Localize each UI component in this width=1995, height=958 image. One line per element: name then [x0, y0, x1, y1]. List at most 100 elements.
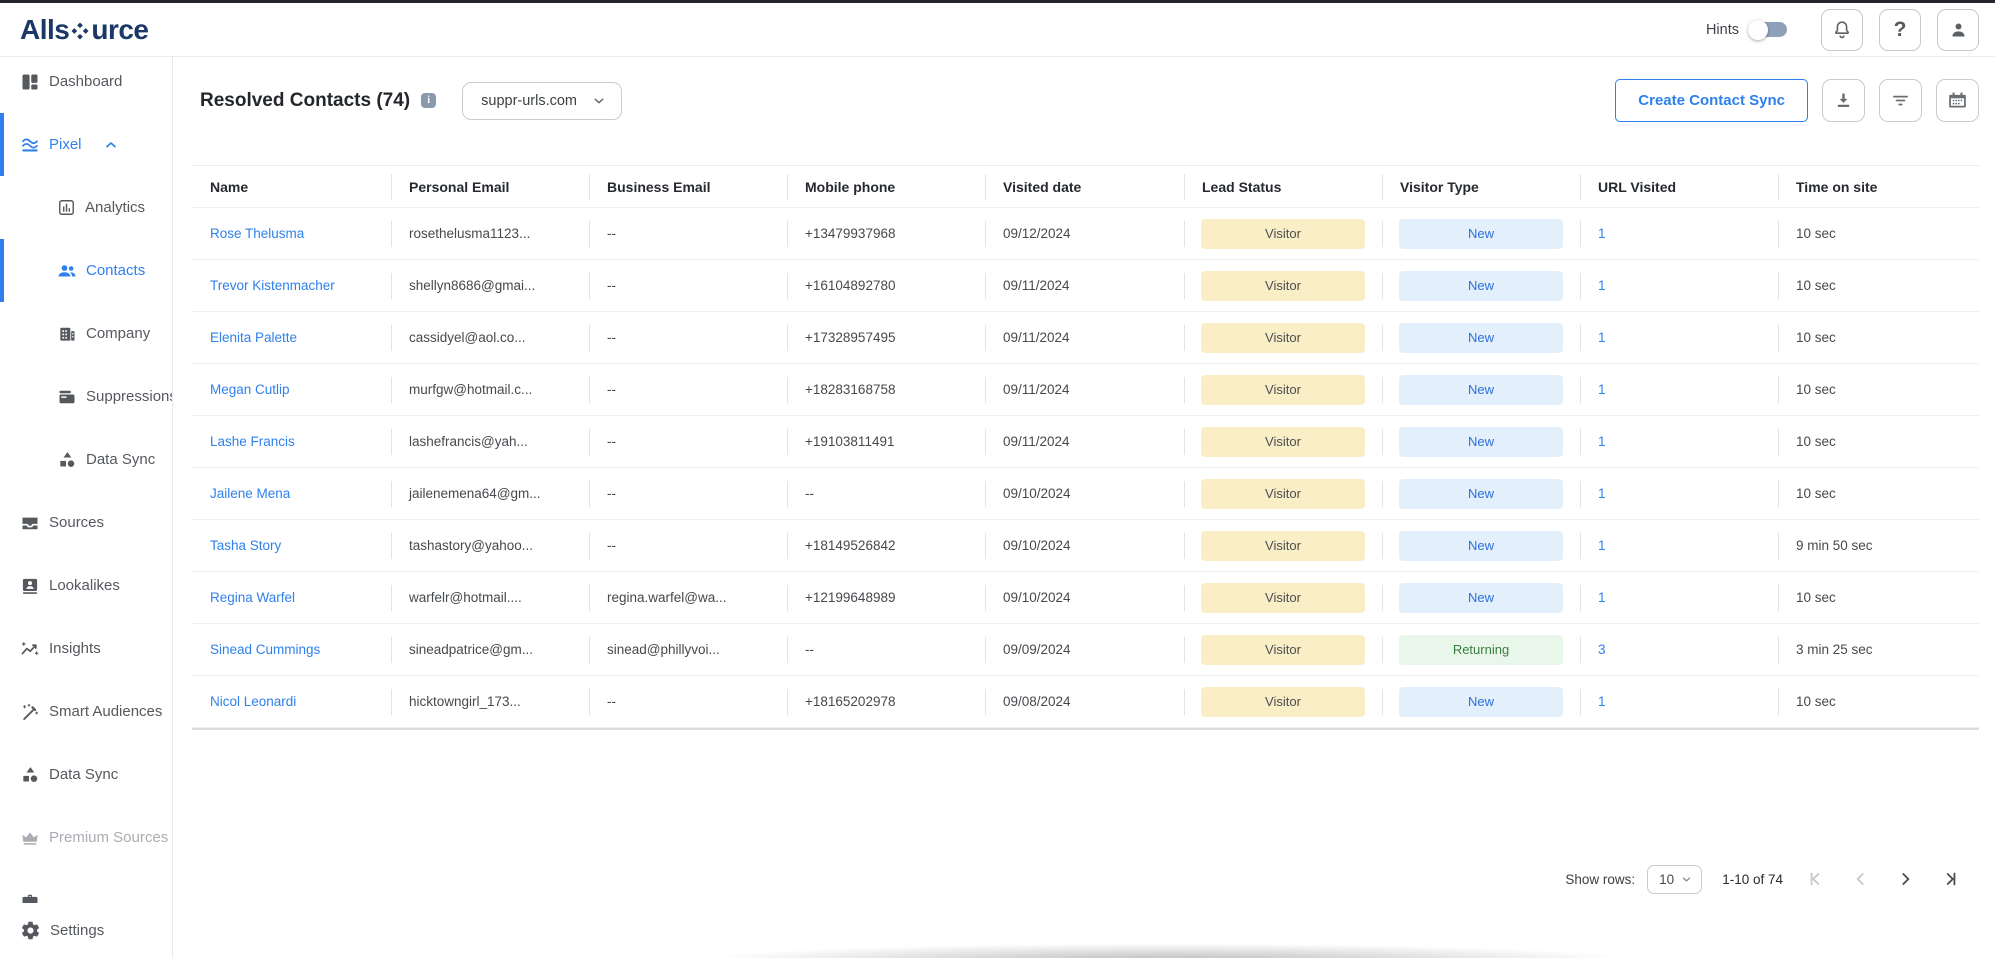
time-on-site-value: 9 min 50 sec	[1796, 538, 1873, 553]
visitor-type-badge: New	[1399, 322, 1563, 353]
personal-email-value: lashefrancis@yah...	[409, 434, 528, 449]
sidebar-item-dashboard[interactable]: Dashboard	[0, 57, 172, 113]
url-visited-link[interactable]: 1	[1598, 434, 1606, 449]
notifications-button[interactable]	[1821, 8, 1863, 51]
sidebar-item-label: Lookalikes	[49, 577, 120, 594]
sidebar-item-settings[interactable]: Settings	[0, 903, 172, 958]
cell-visited-date: 09/08/2024	[985, 676, 1184, 727]
business-email-value: --	[607, 694, 616, 709]
wand-icon	[20, 702, 40, 722]
contact-name-link[interactable]: Regina Warfel	[210, 590, 296, 605]
help-button[interactable]: ?	[1879, 8, 1921, 51]
visitor-type-badge: New	[1399, 478, 1563, 509]
url-visited-link[interactable]: 3	[1598, 642, 1606, 657]
sidebar-item-smart-audiences[interactable]: Smart Audiences	[0, 680, 172, 743]
prev-page-button[interactable]	[1851, 869, 1871, 889]
create-contact-sync-button[interactable]: Create Contact Sync	[1615, 79, 1808, 122]
business-email-value: --	[607, 278, 616, 293]
chevron-down-icon	[1680, 873, 1693, 886]
cell-visitor-type: New	[1382, 676, 1580, 727]
sidebar: Dashboard Pixel Analytics Contacts Company Su…	[0, 57, 173, 958]
last-page-button[interactable]	[1939, 869, 1959, 889]
cell-url-visited: 1	[1580, 312, 1778, 363]
cell-visited-date: 09/10/2024	[985, 468, 1184, 519]
contact-name-link[interactable]: Sinead Cummings	[210, 642, 321, 657]
cell-lead-status: Visitor	[1184, 572, 1382, 623]
crown-icon	[20, 828, 40, 848]
personal-email-value: sineadpatrice@gm...	[409, 642, 534, 657]
sidebar-item-premium-sources[interactable]: Premium Sources	[0, 806, 172, 869]
cell-name: Sinead Cummings	[192, 624, 391, 675]
first-page-button[interactable]	[1807, 869, 1827, 889]
cell-time-on-site: 10 sec	[1778, 468, 1979, 519]
sidebar-item-insights[interactable]: Insights	[0, 617, 172, 680]
visited-date-value: 09/10/2024	[1003, 538, 1071, 553]
cell-visitor-type: New	[1382, 208, 1580, 259]
url-visited-link[interactable]: 1	[1598, 226, 1606, 241]
url-visited-link[interactable]: 1	[1598, 590, 1606, 605]
next-page-button[interactable]	[1895, 869, 1915, 889]
cell-name: Tasha Story	[192, 520, 391, 571]
pagination-range: 1-10 of 74	[1722, 871, 1783, 887]
cell-personal-email: warfelr@hotmail....	[391, 572, 589, 623]
sidebar-item-pixel[interactable]: Pixel	[0, 113, 172, 176]
mobile-phone-value: --	[805, 486, 814, 501]
cell-time-on-site: 10 sec	[1778, 572, 1979, 623]
cell-personal-email: shellyn8686@gmai...	[391, 260, 589, 311]
contact-name-link[interactable]: Nicol Leonardi	[210, 694, 297, 709]
business-email-value: --	[607, 486, 616, 501]
sidebar-item-company[interactable]: Company	[0, 302, 172, 365]
cell-visited-date: 09/11/2024	[985, 364, 1184, 415]
url-visited-link[interactable]: 1	[1598, 486, 1606, 501]
cell-business-email: regina.warfel@wa...	[589, 572, 787, 623]
cell-visitor-type: New	[1382, 520, 1580, 571]
contact-name-link[interactable]: Elenita Palette	[210, 330, 298, 345]
sidebar-item-lookalikes[interactable]: Lookalikes	[0, 554, 172, 617]
cell-name: Jailene Mena	[192, 468, 391, 519]
info-icon[interactable]: i	[421, 93, 437, 108]
contact-name-link[interactable]: Megan Cutlip	[210, 382, 290, 397]
sidebar-item-data-sync[interactable]: Data Sync	[0, 428, 172, 491]
url-visited-link[interactable]: 1	[1598, 538, 1606, 553]
calendar-button[interactable]	[1936, 79, 1979, 122]
contact-name-link[interactable]: Jailene Mena	[210, 486, 291, 501]
contact-name-link[interactable]: Tasha Story	[210, 538, 282, 553]
sidebar-item-contacts[interactable]: Contacts	[0, 239, 172, 302]
hints-toggle[interactable]	[1748, 19, 1787, 40]
cell-lead-status: Visitor	[1184, 416, 1382, 467]
contact-name-link[interactable]: Trevor Kistenmacher	[210, 278, 335, 293]
lead-status-badge: Visitor	[1201, 426, 1365, 457]
rows-per-page-select[interactable]: 10	[1647, 864, 1703, 894]
sidebar-item-label: Contacts	[86, 262, 146, 279]
sidebar-item-analytics[interactable]: Analytics	[0, 176, 172, 239]
table-header-row: Name Personal Email Business Email Mobile p…	[192, 166, 1979, 208]
sidebar-item-data-sync[interactable]: Data Sync	[0, 743, 172, 806]
bell-icon	[1831, 19, 1853, 41]
sidebar-item-label: Smart Audiences	[49, 703, 163, 720]
sidebar-item-suppressions[interactable]: Suppressions	[0, 365, 172, 428]
sidebar-item-sources[interactable]: Sources	[0, 491, 172, 554]
url-visited-link[interactable]: 1	[1598, 330, 1606, 345]
calendar-icon	[1947, 90, 1968, 111]
table-row: Sinead Cummings sineadpatrice@gm... sinead…	[192, 624, 1979, 676]
cell-business-email: --	[589, 468, 787, 519]
filter-button[interactable]	[1879, 79, 1922, 122]
cell-time-on-site: 10 sec	[1778, 312, 1979, 363]
contact-name-link[interactable]: Rose Thelusma	[210, 226, 305, 241]
pagination: Show rows: 10 1-10 of 74	[1565, 861, 1959, 897]
time-on-site-value: 10 sec	[1796, 590, 1836, 605]
url-visited-link[interactable]: 1	[1598, 694, 1606, 709]
cell-personal-email: lashefrancis@yah...	[391, 416, 589, 467]
download-button[interactable]	[1822, 79, 1865, 122]
contact-name-link[interactable]: Lashe Francis	[210, 434, 295, 449]
lead-status-badge: Visitor	[1201, 582, 1365, 613]
cell-visitor-type: New	[1382, 312, 1580, 363]
url-visited-link[interactable]: 1	[1598, 382, 1606, 397]
mobile-phone-value: +16104892780	[805, 278, 896, 293]
domain-selector[interactable]: suppr-urls.com	[462, 81, 623, 120]
profile-button[interactable]	[1937, 8, 1979, 51]
url-visited-link[interactable]: 1	[1598, 278, 1606, 293]
building-icon	[57, 324, 77, 344]
cell-lead-status: Visitor	[1184, 364, 1382, 415]
cell-personal-email: hicktowngirl_173...	[391, 676, 589, 727]
